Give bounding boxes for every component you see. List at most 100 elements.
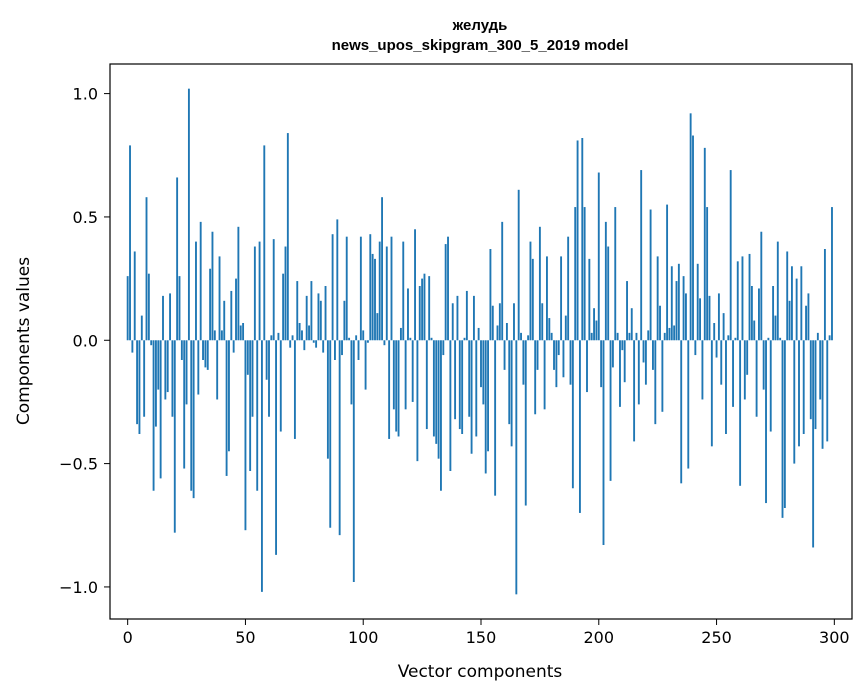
bar: [536, 340, 539, 370]
bar: [312, 340, 315, 343]
bar: [607, 246, 610, 341]
bar: [783, 340, 786, 508]
bar: [682, 276, 685, 341]
bar: [444, 244, 447, 341]
bar: [371, 253, 374, 341]
bar: [809, 340, 812, 420]
bar: [710, 340, 713, 447]
bar: [816, 332, 819, 341]
bar: [199, 221, 202, 341]
bar: [237, 226, 240, 341]
bar: [779, 337, 782, 341]
bar: [366, 340, 369, 343]
bar: [310, 281, 313, 341]
bar: [463, 337, 466, 341]
bar: [162, 295, 164, 341]
bar: [239, 325, 242, 341]
bar: [828, 335, 831, 341]
bar: [315, 340, 318, 348]
bar: [772, 286, 775, 341]
bar: [447, 236, 449, 341]
bar: [739, 340, 742, 486]
bar: [520, 332, 522, 341]
bar: [126, 276, 129, 341]
bar: [487, 340, 489, 452]
bar: [550, 332, 553, 341]
bar: [359, 236, 362, 341]
bar: [694, 340, 697, 356]
bar: [253, 246, 256, 341]
bar: [454, 340, 457, 420]
bar: [659, 305, 661, 341]
bar: [190, 340, 193, 491]
bar: [421, 278, 424, 341]
bar: [204, 340, 207, 368]
x-tick-label: 0: [123, 628, 133, 647]
bar: [129, 145, 131, 341]
bar: [232, 340, 235, 353]
bar: [133, 251, 136, 341]
bar: [381, 197, 383, 341]
bar: [435, 340, 438, 444]
bar: [583, 207, 586, 341]
bar: [762, 340, 765, 390]
bar: [357, 340, 360, 360]
y-axis: −1.0 −0.5 0.0 0.5 1.0: [59, 85, 110, 597]
bar: [673, 325, 676, 341]
bar: [517, 189, 520, 341]
bar: [560, 256, 563, 341]
bar: [746, 340, 749, 375]
x-axis: 0 50 100 150 200 250 300: [123, 619, 850, 647]
bar: [802, 340, 805, 434]
bar: [513, 303, 515, 341]
bar: [498, 303, 501, 341]
bar: [249, 340, 252, 471]
bar: [154, 340, 157, 427]
bar: [145, 197, 148, 341]
bar: [602, 340, 605, 545]
bar: [296, 281, 299, 341]
bar: [213, 330, 216, 341]
bar: [630, 308, 633, 341]
bar: [821, 340, 824, 449]
bar: [173, 340, 176, 533]
bar: [489, 249, 492, 341]
bar: [352, 340, 355, 582]
bar: [265, 340, 268, 380]
bar: [383, 340, 386, 346]
bar: [576, 140, 579, 341]
bar: [722, 313, 725, 341]
bar: [378, 241, 381, 341]
bar: [765, 340, 767, 504]
bar: [140, 315, 143, 341]
bar: [180, 340, 183, 360]
bar: [524, 340, 527, 506]
bar: [275, 340, 277, 555]
bar: [743, 340, 746, 400]
bar: [338, 340, 341, 536]
chart-subtitle: news_upos_skipgram_300_5_2019 model: [332, 37, 629, 54]
bar: [741, 256, 744, 341]
bar: [437, 340, 440, 459]
bar: [282, 273, 285, 341]
bar: [169, 293, 171, 341]
bar: [793, 340, 796, 464]
bar: [468, 340, 471, 417]
bar: [355, 335, 358, 341]
bar: [715, 340, 718, 358]
bar: [482, 340, 485, 405]
bar: [477, 327, 480, 341]
bar: [343, 300, 346, 341]
bar: [350, 340, 353, 405]
bar: [334, 340, 336, 360]
bar: [588, 258, 591, 341]
bar: [284, 246, 287, 341]
bar: [515, 340, 518, 595]
bar: [609, 340, 612, 481]
bar: [538, 226, 541, 341]
bar: [675, 281, 678, 341]
y-tick-label: 0.0: [73, 331, 98, 350]
bar: [750, 286, 753, 341]
bar: [228, 340, 230, 452]
bar: [286, 133, 289, 341]
